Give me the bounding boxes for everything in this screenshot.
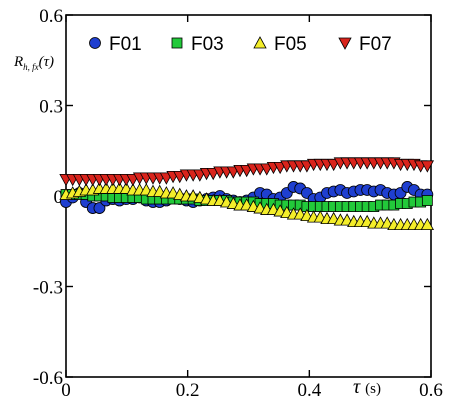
data-point-f07: [420, 160, 435, 173]
x-tick-label: 0.4: [297, 380, 321, 401]
data-points: [59, 157, 435, 231]
y-tick-label: -0.6: [33, 368, 63, 389]
legend-label-f03: F03: [191, 34, 224, 55]
x-tick-label: 0.2: [176, 380, 200, 401]
legend-marker-f03: [171, 37, 183, 49]
legend-marker-f05: [253, 36, 267, 49]
y-axis-title-main: R: [13, 54, 23, 70]
data-point-f01: [93, 202, 106, 214]
data-point-f05: [420, 217, 435, 231]
x-tick-label: 0: [61, 380, 71, 401]
series-f05: [59, 181, 435, 231]
series-f07: [59, 157, 435, 187]
legend-label-f07: F07: [359, 34, 392, 55]
legend-item-f01: F01: [89, 34, 142, 55]
y-tick-label: 0: [54, 187, 64, 208]
x-axis-title-main: τ: [353, 376, 361, 398]
y-tick-label: 0.6: [39, 6, 63, 27]
legend-item-f07: F07: [338, 34, 392, 55]
x-axis-title-unit: (s): [365, 381, 381, 397]
tick-labels: 0 0.2 0.4 0.6 -0.6 -0.3 0 0.3 0.6: [33, 6, 443, 401]
legend-label-f01: F01: [109, 34, 142, 55]
y-axis-title: Rh, fx(τ): [13, 54, 54, 72]
y-tick-label: -0.3: [33, 278, 63, 299]
x-axis-title: τ (s): [353, 376, 381, 398]
legend-marker-f07: [338, 37, 352, 50]
y-axis-title-argument: (τ): [39, 54, 54, 70]
y-tick-label: 0.3: [39, 97, 63, 118]
legend-item-f03: F03: [171, 34, 224, 55]
legend-item-f05: F05: [253, 34, 307, 55]
y-axis-title-subscript: h, fx: [23, 62, 39, 72]
legend-label-f05: F05: [274, 34, 307, 55]
legend-marker-f01: [89, 37, 101, 49]
x-tick-label: 0.6: [419, 380, 443, 401]
data-point-f03: [421, 195, 433, 206]
legend: F01 F03 F05 F07: [89, 34, 392, 55]
